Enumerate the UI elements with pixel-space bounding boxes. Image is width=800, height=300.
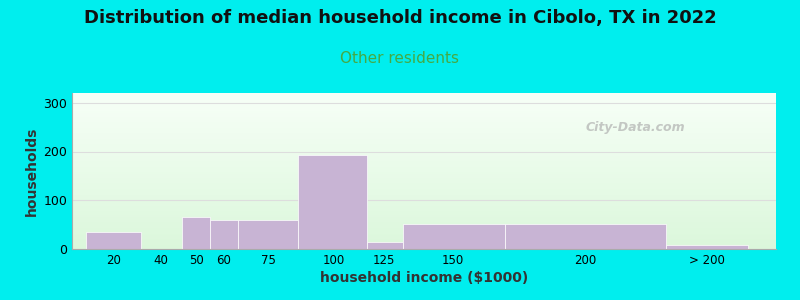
Bar <box>403 224 506 249</box>
Bar <box>666 245 748 249</box>
Text: City-Data.com: City-Data.com <box>586 121 685 134</box>
X-axis label: household income ($1000): household income ($1000) <box>320 271 528 285</box>
Bar <box>506 224 666 249</box>
Y-axis label: households: households <box>25 126 39 216</box>
Text: Distribution of median household income in Cibolo, TX in 2022: Distribution of median household income … <box>84 9 716 27</box>
Bar <box>86 232 141 249</box>
Text: Other residents: Other residents <box>341 51 459 66</box>
Bar <box>298 155 367 249</box>
Bar <box>210 220 238 249</box>
Bar <box>238 220 298 249</box>
Bar <box>182 217 210 249</box>
Bar <box>367 242 403 249</box>
